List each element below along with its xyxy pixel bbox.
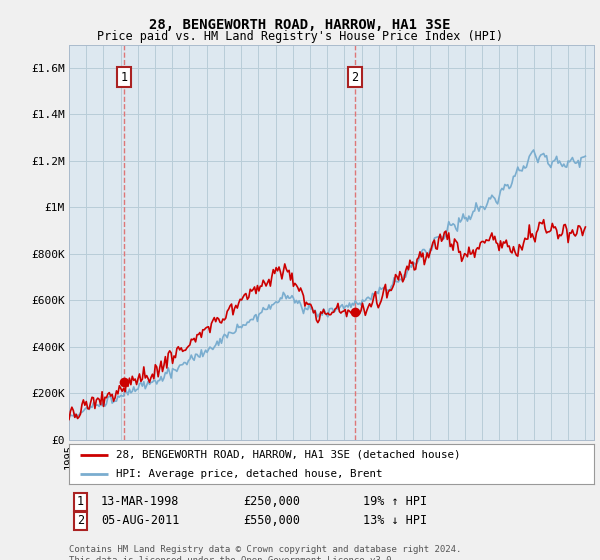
Text: £550,000: £550,000 [243, 514, 300, 528]
Text: 1: 1 [77, 495, 84, 508]
Text: 19% ↑ HPI: 19% ↑ HPI [363, 495, 427, 508]
Text: 13-MAR-1998: 13-MAR-1998 [101, 495, 179, 508]
Text: 13% ↓ HPI: 13% ↓ HPI [363, 514, 427, 528]
Text: 28, BENGEWORTH ROAD, HARROW, HA1 3SE (detached house): 28, BENGEWORTH ROAD, HARROW, HA1 3SE (de… [116, 450, 461, 460]
Text: 2: 2 [77, 514, 84, 528]
Text: Contains HM Land Registry data © Crown copyright and database right 2024.
This d: Contains HM Land Registry data © Crown c… [69, 545, 461, 560]
Text: HPI: Average price, detached house, Brent: HPI: Average price, detached house, Bren… [116, 469, 383, 479]
Text: 2: 2 [351, 71, 358, 84]
Text: 1: 1 [121, 71, 128, 84]
Text: Price paid vs. HM Land Registry's House Price Index (HPI): Price paid vs. HM Land Registry's House … [97, 30, 503, 43]
Text: £250,000: £250,000 [243, 495, 300, 508]
Text: 28, BENGEWORTH ROAD, HARROW, HA1 3SE: 28, BENGEWORTH ROAD, HARROW, HA1 3SE [149, 18, 451, 32]
Text: 05-AUG-2011: 05-AUG-2011 [101, 514, 179, 528]
